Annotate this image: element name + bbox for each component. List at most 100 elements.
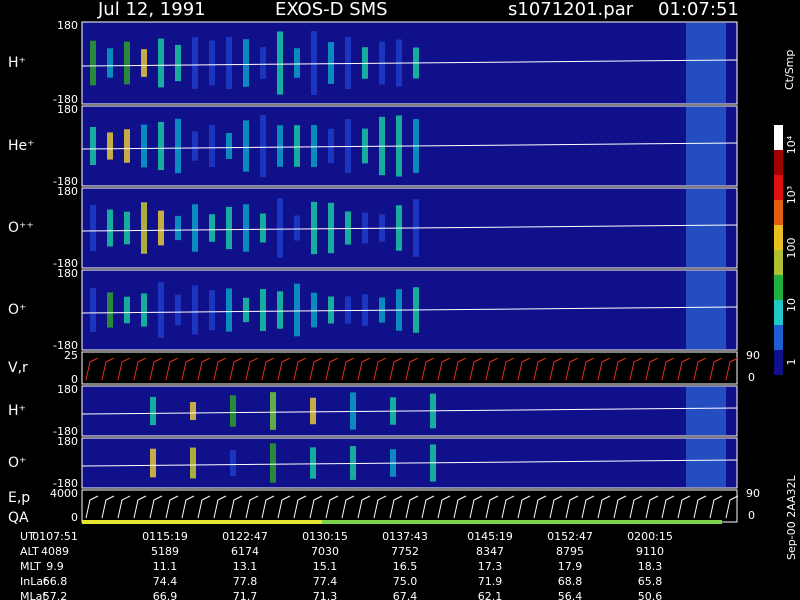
axis-bottom-label: -180: [53, 425, 78, 438]
spectrogram-cell: [150, 396, 156, 426]
spectrogram-cell: [686, 271, 726, 349]
row-value: 17.3: [478, 560, 503, 573]
spectrogram-cell: [190, 447, 196, 479]
row-value: 0107:51: [32, 530, 78, 543]
spectrogram-cell: [209, 124, 215, 168]
spectrogram-cell: [90, 40, 96, 86]
spectrogram-cell: [345, 296, 351, 324]
row-value: 11.1: [153, 560, 178, 573]
row-value: 77.8: [233, 575, 258, 588]
spectrogram-cell: [277, 31, 283, 95]
row-value: 77.4: [313, 575, 338, 588]
trace: [85, 495, 739, 519]
spectrogram-cell: [192, 131, 198, 161]
row-value: 74.4: [153, 575, 178, 588]
instrument: EXOS-D SMS: [275, 0, 388, 20]
row-value: 13.1: [233, 560, 258, 573]
row-value: 5189: [151, 545, 179, 558]
axis-right-top-label: 90: [746, 349, 760, 362]
spectrogram-cell: [141, 49, 147, 77]
panel-label: O⁺: [8, 455, 26, 471]
colorbar-label: 10⁴: [785, 135, 798, 154]
spectrogram-cell: [230, 449, 236, 477]
spectrogram-cell: [141, 293, 147, 327]
colorbar-unit: Ct/Smp: [783, 50, 796, 90]
axis-top-label: 180: [57, 435, 78, 448]
spectrogram-cell: [294, 215, 300, 241]
spectrogram-cell: [311, 31, 317, 95]
spectrogram-cell: [243, 39, 249, 87]
axis-top-label: 4000: [50, 487, 78, 500]
qa-bar: [322, 520, 722, 524]
spectrogram-cell: [294, 48, 300, 78]
axis-bottom-label: 0: [71, 511, 78, 524]
pitch-trace: [81, 306, 738, 314]
spectrogram-cell: [686, 23, 726, 103]
spectrogram-cell: [192, 204, 198, 252]
row-value: 0152:47: [547, 530, 593, 543]
spectrogram-cell: [158, 38, 164, 88]
panel-label: V,r: [8, 360, 28, 376]
spectrogram-cell: [90, 288, 96, 332]
spectrogram-cell: [260, 114, 266, 178]
qa-bar: [82, 520, 322, 524]
panel-label: E,p: [8, 490, 30, 506]
axis-bottom-label: -180: [53, 339, 78, 352]
row-label: MLat: [20, 590, 47, 600]
time: 01:07:51: [658, 0, 739, 20]
trace: [85, 357, 739, 381]
spectrogram-cell: [90, 126, 96, 166]
date: Jul 12, 1991: [97, 0, 206, 20]
spectrogram-cell: [209, 214, 215, 242]
spectrogram-cell: [150, 448, 156, 478]
spectrogram-cell: [686, 107, 726, 185]
spectrogram-cell: [294, 125, 300, 167]
spectrogram-cell: [107, 132, 113, 160]
panel-label: O⁺⁺: [8, 220, 34, 236]
spectrogram-cell: [124, 41, 130, 85]
axis-bottom-label: -180: [53, 93, 78, 106]
axis-right-bottom-label: 0: [748, 371, 755, 384]
spectrogram-cell: [226, 288, 232, 332]
panel-label: H⁺: [8, 403, 26, 419]
row-value: 4089: [41, 545, 69, 558]
spectrogram-cell: [209, 40, 215, 86]
colorbar-segment: [774, 225, 783, 250]
axis-bottom-label: -180: [53, 175, 78, 188]
file-name: s1071201.par: [508, 0, 634, 20]
row-value: 9.9: [46, 560, 64, 573]
spectrogram-cell: [350, 446, 356, 480]
row-value: 16.5: [393, 560, 418, 573]
spectrogram-cell: [124, 296, 130, 324]
spectrogram-cell: [310, 397, 316, 425]
axis-bottom-label: 0: [71, 373, 78, 386]
axis-top-label: 180: [57, 267, 78, 280]
spectrogram-cell: [270, 392, 276, 430]
spectrogram-cell: [192, 285, 198, 335]
row-label: ALT: [20, 545, 39, 558]
colorbar-segment: [774, 200, 783, 225]
row-value: 68.8: [558, 575, 583, 588]
pitch-trace: [81, 59, 738, 67]
row-value: 17.9: [558, 560, 583, 573]
spectrogram-cell: [345, 119, 351, 173]
spectrogram-cell: [141, 124, 147, 168]
row-value: 71.9: [478, 575, 503, 588]
spectrogram-cell: [270, 443, 276, 483]
pitch-trace: [81, 459, 738, 467]
colorbar-label: 10³: [785, 186, 798, 204]
spectrogram-cell: [107, 209, 113, 247]
row-value: 56.4: [558, 590, 583, 600]
colorbar-label: 10: [785, 298, 798, 312]
spectrogram-cell: [328, 42, 334, 84]
spectrogram-cell: [226, 133, 232, 159]
spectrogram-cell: [260, 47, 266, 79]
colorbar-segment: [774, 350, 783, 375]
row-value: 0200:15: [627, 530, 673, 543]
pitch-trace: [81, 142, 738, 150]
row-value: 67.4: [393, 590, 418, 600]
spectrogram-cell: [107, 48, 113, 78]
spectrogram-cell: [277, 198, 283, 258]
spectrogram-cell: [345, 36, 351, 90]
